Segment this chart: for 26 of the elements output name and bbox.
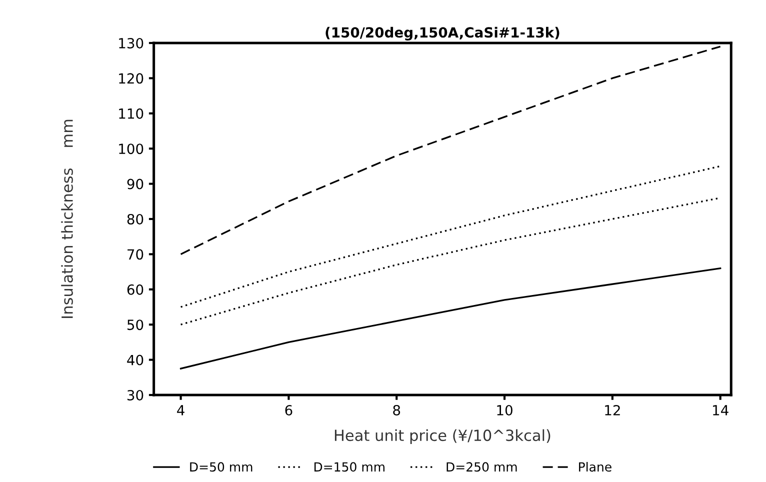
y-tick-label: 50: [127, 320, 144, 330]
y-tick-label: 90: [127, 178, 144, 190]
x-axis-title: Heat unit price (¥/10^3kcal): [334, 429, 550, 444]
x-tick-label: 8: [393, 404, 400, 416]
legend-label: D=150 mm: [314, 462, 384, 472]
chart-title: (150/20deg,150A,CaSi#1-13k): [326, 26, 560, 40]
y-tick-label: 100: [119, 144, 144, 154]
y-tick-label: 110: [119, 108, 144, 119]
y-tick-label: 130: [119, 38, 144, 48]
x-tick-label: 10: [497, 404, 512, 416]
legend-label: D=250 mm: [446, 462, 517, 472]
x-tick-label: 6: [285, 404, 292, 416]
y-tick-label: 60: [127, 284, 144, 295]
legend-label: D=50 mm: [190, 462, 252, 472]
y-tick-label: 30: [127, 390, 144, 400]
y-tick-label: 70: [128, 249, 144, 260]
line-series: [180, 267, 722, 370]
y-tick-label: 120: [119, 73, 144, 84]
y-tick-label: 40: [127, 354, 144, 366]
x-tick-label: 14: [713, 405, 728, 416]
x-tick-label: 4: [177, 405, 184, 416]
x-tick-label: 12: [605, 404, 620, 416]
y-tick-label: 80: [127, 214, 144, 224]
legend-label: Plane: [579, 462, 612, 472]
line-series: [180, 165, 722, 308]
y-axis-title: Insulation thickness mm: [61, 120, 73, 318]
